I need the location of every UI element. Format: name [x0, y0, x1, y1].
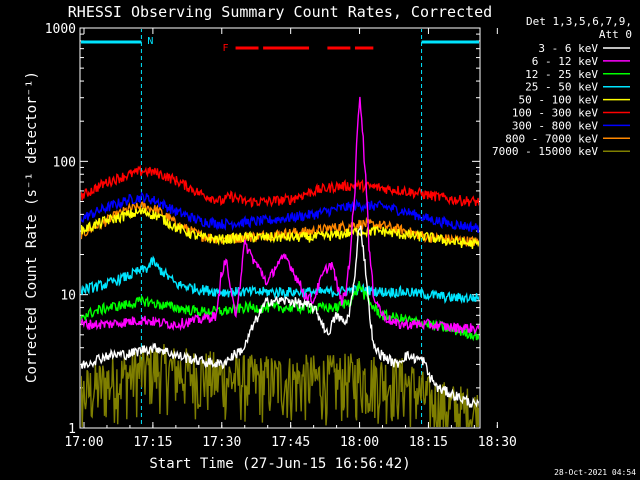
plot-frame [79, 27, 481, 429]
x-axis-label: Start Time (27-Jun-15 16:56:42) [149, 456, 410, 472]
x-tick-label: 17:45 [271, 435, 310, 450]
legend-label: 300 - 800 keV [512, 119, 598, 132]
footer-timestamp: 28-Oct-2021 04:54 [554, 468, 636, 477]
y-tick-label: 1000 [45, 22, 76, 37]
legend-label: 12 - 25 keV [525, 68, 598, 81]
y-tick-label: 1 [68, 422, 76, 437]
night-label: N [147, 36, 153, 47]
legend-header-detectors: Det 1,3,5,6,7,9, [526, 15, 632, 28]
series-50-100kev-line [81, 207, 479, 249]
flare-label: F [223, 43, 229, 54]
x-tick-label: 17:00 [64, 435, 103, 450]
series-3-6kev-line [81, 225, 479, 408]
legend-label: 50 - 100 keV [519, 94, 599, 107]
series-12-25kev-line [81, 280, 479, 342]
x-axis: 17:00 17:15 17:30 17:45 18:00 18:15 18:30 [64, 28, 517, 450]
y-tick-label: 10 [60, 289, 76, 304]
y-axis: 1 10 100 1000 [45, 22, 480, 437]
y-tick-label: 100 [53, 155, 76, 170]
x-tick-label: 18:15 [409, 435, 448, 450]
legend-header-attenuator: Att 0 [599, 28, 632, 41]
series-6-12kev-line [81, 96, 479, 335]
legend-label: 3 - 6 keV [538, 42, 598, 55]
legend-label: 7000 - 15000 keV [492, 145, 598, 158]
legend-label: 25 - 50 keV [525, 81, 598, 94]
legend-label: 6 - 12 keV [532, 55, 599, 68]
chart-title: RHESSI Observing Summary Count Rates, Co… [68, 3, 492, 21]
legend-label: 100 - 300 keV [512, 107, 598, 120]
plot-area: NF [81, 29, 479, 427]
series-300-800kev-line [81, 191, 479, 234]
x-tick-label: 17:15 [133, 435, 172, 450]
x-tick-label: 18:30 [478, 435, 517, 450]
legend-label: 800 - 7000 keV [505, 132, 598, 145]
x-tick-label: 17:30 [202, 435, 241, 450]
series-7000-15000kev-line [81, 344, 479, 427]
y-axis-label: Corrected Count Rate (s⁻¹ detector⁻¹) [24, 71, 40, 383]
x-tick-label: 18:00 [340, 435, 379, 450]
series-100-300kev-line [81, 164, 479, 208]
series-25-50kev-line [81, 255, 479, 305]
